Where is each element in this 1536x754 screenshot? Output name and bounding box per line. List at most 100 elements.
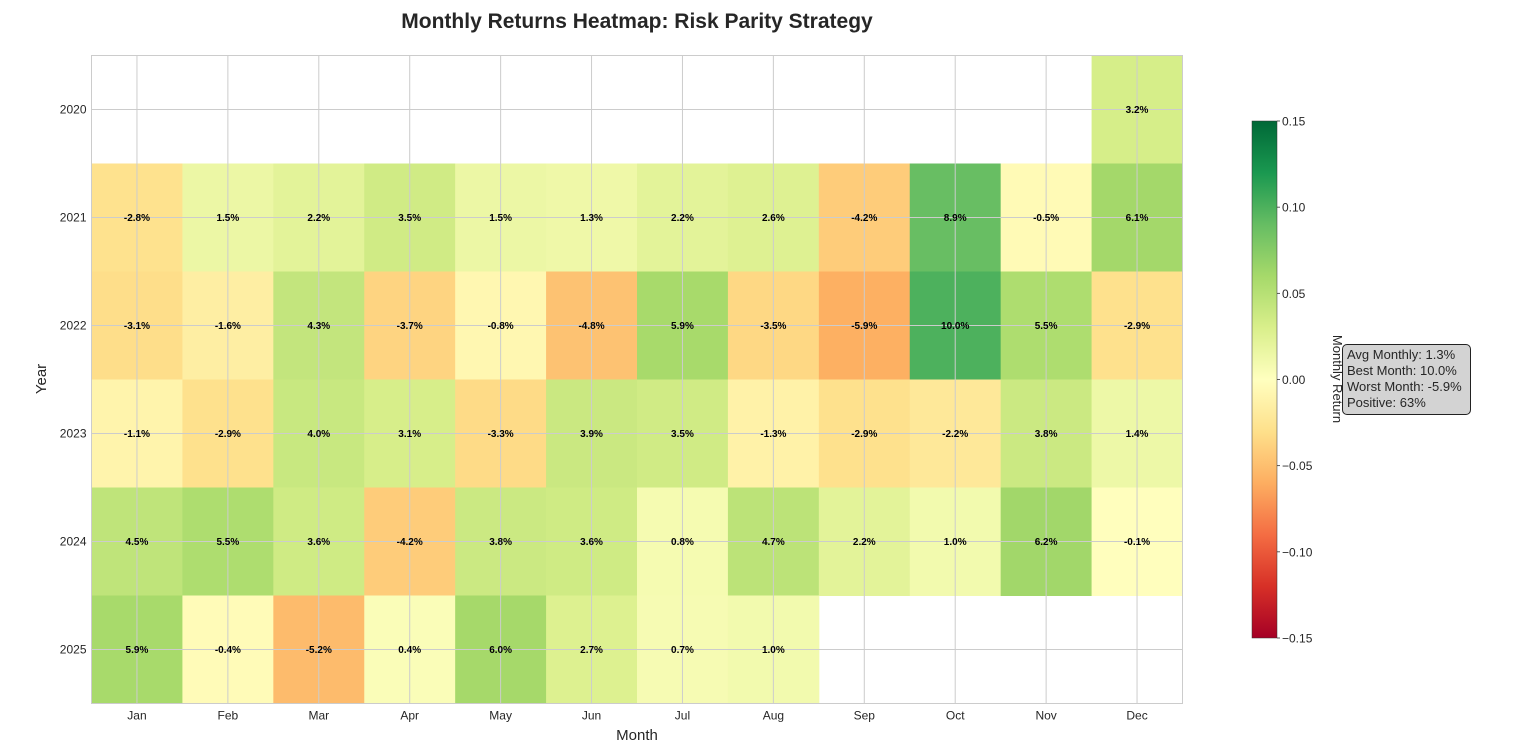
x-tick-label: May: [489, 709, 512, 723]
cell-value-label: 4.7%: [762, 537, 785, 548]
cell-value-label: 1.3%: [580, 213, 603, 224]
y-tick-label: 2022: [60, 319, 87, 333]
colorbar-tick-label: −0.15: [1282, 632, 1313, 646]
cell-value-label: 5.5%: [1035, 321, 1058, 332]
cell-value-label: 0.7%: [671, 645, 694, 656]
colorbar-tick-label: 0.15: [1282, 115, 1306, 129]
plot-frame: [91, 55, 1183, 704]
x-tick-label: Jul: [675, 709, 690, 723]
cell-value-label: 10.0%: [941, 321, 969, 332]
cell-value-label: 3.5%: [671, 429, 694, 440]
cell-value-label: 4.3%: [307, 321, 330, 332]
y-tick-label: 2020: [60, 103, 87, 117]
y-axis-label: Year: [33, 364, 50, 394]
cell-value-label: 3.2%: [1126, 105, 1149, 116]
cell-value-label: -3.1%: [124, 321, 150, 332]
cell-value-label: 3.6%: [307, 537, 330, 548]
cell-value-label: 0.8%: [671, 537, 694, 548]
y-tick-label: 2023: [60, 427, 87, 441]
colorbar-tick-label: 0.00: [1282, 373, 1306, 387]
x-tick-label: Oct: [946, 709, 965, 723]
x-tick-label: Jun: [582, 709, 601, 723]
stat-positive: Positive: 63%: [1347, 395, 1426, 410]
stat-avg-monthly: Avg Monthly: 1.3%: [1347, 347, 1456, 362]
chart-title: Monthly Returns Heatmap: Risk Parity Str…: [401, 10, 873, 33]
cell-value-label: -4.8%: [578, 321, 604, 332]
cell-value-label: 4.5%: [126, 537, 149, 548]
y-tick-labels: 2020 2021 2022 2023 2024 2025: [60, 103, 87, 657]
colorbar-tick-label: 0.10: [1282, 201, 1306, 215]
cell-value-label: 5.9%: [126, 645, 149, 656]
cell-value-label: -2.2%: [942, 429, 968, 440]
x-tick-label: Mar: [308, 709, 329, 723]
cell-value-label: -4.2%: [851, 213, 877, 224]
x-axis-label: Month: [616, 727, 658, 744]
colorbar-ticks: 0.15 0.10 0.05 0.00 −0.05 −0.10 −0.15: [1277, 115, 1313, 646]
cell-value-label: 2.2%: [671, 213, 694, 224]
cell-value-label: 2.2%: [307, 213, 330, 224]
cell-value-label: 4.0%: [307, 429, 330, 440]
cell-labels: 3.2% -2.8% 1.5% 2.2% 3.5% 1.5% 1.3% 2.2% 2.6% -4.…: [124, 105, 1150, 656]
cell-value-label: -2.8%: [124, 213, 150, 224]
cell-value-label: 2.2%: [853, 537, 876, 548]
cell-value-label: -2.9%: [1124, 321, 1150, 332]
x-tick-label: Nov: [1035, 709, 1056, 723]
cell-value-label: 1.5%: [489, 213, 512, 224]
stat-worst-month: Worst Month: -5.9%: [1347, 379, 1462, 394]
cell-value-label: -0.8%: [488, 321, 514, 332]
cell-value-label: -4.2%: [397, 537, 423, 548]
y-tick-label: 2021: [60, 211, 87, 225]
stat-best-month: Best Month: 10.0%: [1347, 363, 1457, 378]
cell-value-label: -3.5%: [760, 321, 786, 332]
colorbar: [1251, 120, 1278, 639]
cell-value-label: -0.1%: [1124, 537, 1150, 548]
cell-value-label: 5.5%: [216, 537, 239, 548]
colorbar-label: Monthly Return: [1330, 335, 1345, 423]
stats-box: Avg Monthly: 1.3% Best Month: 10.0% Wors…: [1342, 344, 1471, 415]
grid-lines: [91, 55, 1183, 704]
cell-value-label: 3.5%: [398, 213, 421, 224]
cell-value-label: 5.9%: [671, 321, 694, 332]
cell-value-label: 1.0%: [762, 645, 785, 656]
cell-value-label: -3.7%: [397, 321, 423, 332]
cell-value-label: 1.0%: [944, 537, 967, 548]
cell-value-label: 0.4%: [398, 645, 421, 656]
cell-value-label: 1.4%: [1126, 429, 1149, 440]
cell-value-label: -0.4%: [215, 645, 241, 656]
cell-value-label: 3.8%: [1035, 429, 1058, 440]
y-tick-label: 2025: [60, 643, 87, 657]
x-tick-label: Sep: [854, 709, 876, 723]
x-tick-label: Jan: [127, 709, 146, 723]
cell-value-label: 2.7%: [580, 645, 603, 656]
cell-value-label: 6.2%: [1035, 537, 1058, 548]
cell-value-label: -5.2%: [306, 645, 332, 656]
cell-value-label: -1.6%: [215, 321, 241, 332]
cell-value-label: -3.3%: [488, 429, 514, 440]
cell-value-label: 1.5%: [216, 213, 239, 224]
cell-value-label: 8.9%: [944, 213, 967, 224]
cell-value-label: -2.9%: [851, 429, 877, 440]
x-tick-label: Aug: [763, 709, 784, 723]
cell-value-label: -1.1%: [124, 429, 150, 440]
x-tick-label: Dec: [1126, 709, 1147, 723]
x-tick-labels: Jan Feb Mar Apr May Jun Jul Aug Sep Oct Nov Dec: [127, 709, 1147, 723]
cell-value-label: -0.5%: [1033, 213, 1059, 224]
cell-value-label: -2.9%: [215, 429, 241, 440]
colorbar-tick-label: 0.05: [1282, 287, 1306, 301]
y-tick-label: 2024: [60, 535, 87, 549]
cell-value-label: -1.3%: [760, 429, 786, 440]
cell-value-label: 3.6%: [580, 537, 603, 548]
x-tick-label: Apr: [400, 709, 419, 723]
colorbar-tick-label: −0.05: [1282, 459, 1313, 473]
cell-value-label: 3.8%: [489, 537, 512, 548]
cell-value-label: 3.1%: [398, 429, 421, 440]
heatmap-cells: [91, 55, 1183, 704]
cell-value-label: -5.9%: [851, 321, 877, 332]
cell-value-label: 2.6%: [762, 213, 785, 224]
colorbar-tick-label: −0.10: [1282, 545, 1313, 559]
x-tick-label: Feb: [218, 709, 239, 723]
cell-value-label: 6.1%: [1126, 213, 1149, 224]
cell-value-label: 3.9%: [580, 429, 603, 440]
cell-value-label: 6.0%: [489, 645, 512, 656]
